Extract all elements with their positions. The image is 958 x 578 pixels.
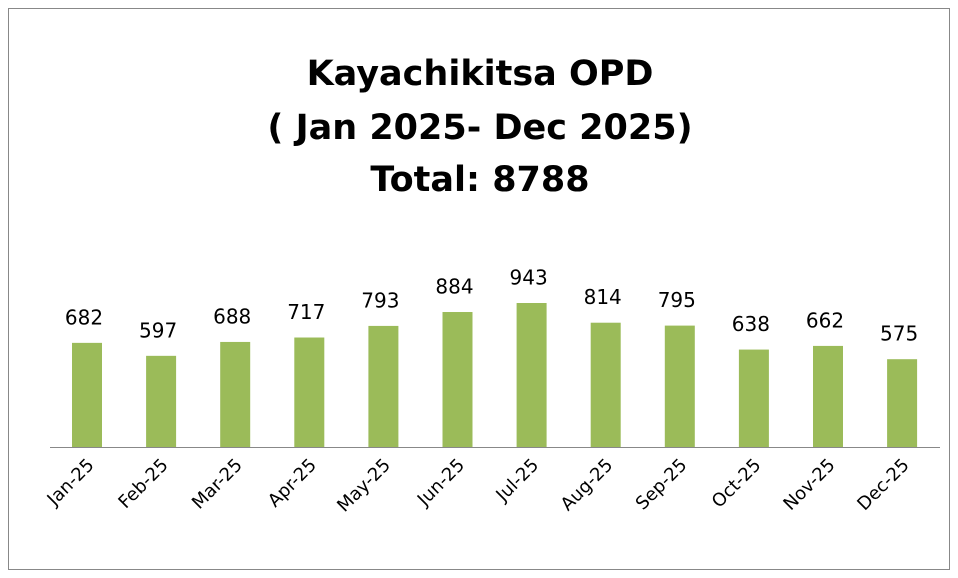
data-label: 688 bbox=[213, 304, 251, 328]
data-label: 717 bbox=[287, 300, 325, 324]
bar bbox=[664, 325, 695, 447]
bar bbox=[368, 325, 399, 447]
bar bbox=[516, 303, 547, 447]
data-label: 597 bbox=[139, 318, 177, 342]
data-label: 638 bbox=[732, 312, 770, 336]
data-label: 795 bbox=[658, 288, 696, 312]
bar bbox=[72, 342, 102, 447]
bar bbox=[738, 349, 769, 447]
data-label: 682 bbox=[65, 305, 103, 329]
bar bbox=[146, 355, 177, 447]
bar bbox=[813, 345, 843, 447]
bar bbox=[220, 341, 251, 447]
data-label: 943 bbox=[510, 266, 548, 290]
bar bbox=[442, 312, 473, 447]
chart-title: ( Jan 2025- Dec 2025) bbox=[267, 108, 692, 148]
bar bbox=[887, 359, 918, 447]
chart-title: Total: 8788 bbox=[370, 160, 589, 200]
chart-title: Kayachikitsa OPD bbox=[307, 54, 654, 94]
data-label: 662 bbox=[806, 308, 844, 332]
data-label: 575 bbox=[880, 322, 918, 346]
data-label: 884 bbox=[435, 275, 473, 299]
data-label: 814 bbox=[584, 285, 622, 309]
bar bbox=[294, 337, 325, 447]
chart-frame bbox=[8, 8, 950, 570]
bar bbox=[590, 322, 621, 447]
data-label: 793 bbox=[361, 288, 399, 312]
